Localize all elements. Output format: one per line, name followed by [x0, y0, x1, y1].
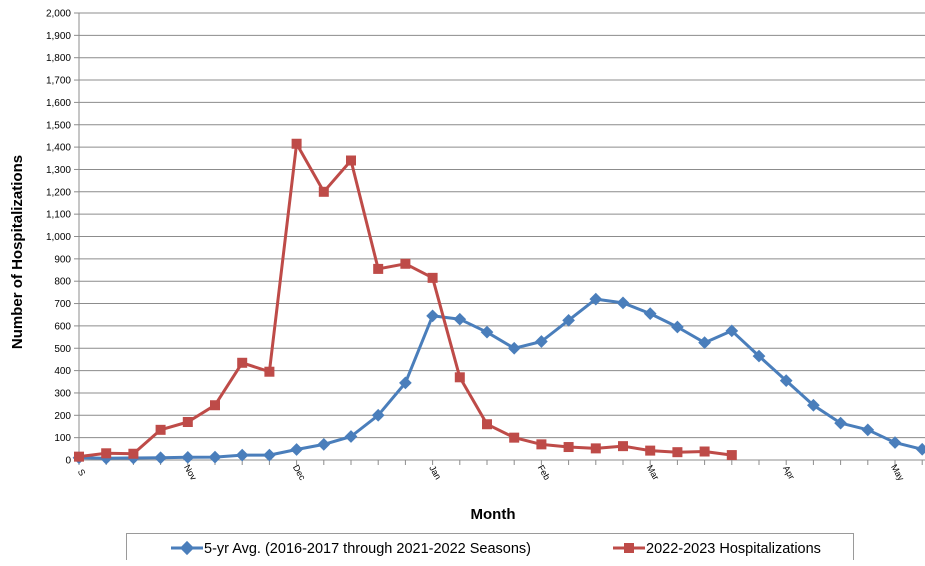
data-point-diamond — [181, 450, 195, 464]
y-tick-label: 300 — [54, 388, 71, 399]
y-tick-label: 0 — [65, 456, 71, 467]
data-point-square — [563, 442, 574, 453]
data-point-square — [346, 155, 356, 166]
y-tick-label: 700 — [54, 299, 71, 310]
legend-label-5yr-avg: 5-yr Avg. (2016-2017 through 2021-2022 S… — [204, 541, 531, 557]
y-tick-label: 800 — [54, 277, 71, 288]
data-point-diamond — [317, 437, 331, 451]
data-point-diamond — [371, 408, 385, 422]
data-point-square — [699, 446, 710, 457]
y-tick-label: 200 — [54, 411, 71, 422]
y-tick-label: 600 — [54, 321, 71, 332]
data-point-diamond — [453, 312, 467, 326]
y-tick-label: 1,100 — [46, 210, 71, 221]
data-point-square — [237, 357, 248, 368]
data-point-square — [182, 417, 193, 428]
y-tick-label: 500 — [54, 344, 71, 355]
y-tick-label: 1,000 — [46, 232, 71, 243]
data-point-square — [264, 366, 275, 377]
y-tick-label: 2,000 — [46, 9, 71, 20]
axes-layer — [74, 12, 925, 465]
data-point-square — [318, 186, 329, 197]
y-tick-label: 100 — [54, 433, 71, 444]
data-point-diamond — [263, 448, 276, 462]
data-point-square — [645, 445, 656, 456]
x-tick-label: Nov — [182, 463, 199, 482]
data-point-diamond — [290, 443, 303, 456]
grid-layer — [79, 12, 925, 439]
y-tick-label: 1,500 — [46, 120, 71, 131]
y-tick-label: 1,700 — [46, 76, 71, 87]
x-tick-label: Dec — [291, 463, 308, 482]
data-point-diamond — [235, 448, 249, 462]
data-point-diamond — [480, 325, 494, 339]
legend-entry-2022-2023: 2022-2023 Hospitalizations — [613, 541, 821, 557]
data-point-diamond — [426, 309, 439, 323]
series-line-0 — [78, 297, 925, 460]
data-point-square — [373, 263, 384, 274]
data-point-diamond — [208, 450, 222, 464]
x-tick-label: May — [889, 463, 906, 483]
series-line-1 — [78, 142, 732, 459]
data-point-diamond — [154, 451, 167, 465]
data-point-square — [427, 272, 438, 283]
data-point-diamond — [915, 442, 925, 456]
x-tick-label: Feb — [536, 463, 552, 481]
data-point-square — [74, 451, 84, 462]
y-tick-label: 1,900 — [46, 31, 71, 42]
data-point-square — [128, 448, 139, 459]
data-point-square — [155, 424, 166, 435]
x-axis-title: Month — [471, 506, 516, 523]
data-point-square — [101, 448, 112, 459]
y-tick-label: 1,400 — [46, 143, 71, 154]
x-tick-label: S — [76, 467, 88, 477]
data-point-square — [482, 419, 492, 430]
y-tick-label: 1,800 — [46, 53, 71, 64]
data-point-diamond — [616, 296, 630, 310]
data-point-diamond — [344, 430, 358, 443]
data-point-square — [618, 441, 628, 452]
y-tick-label: 1,200 — [46, 187, 71, 198]
y-axis-title: Number of Hospitalizations — [9, 155, 26, 349]
data-point-square — [291, 138, 302, 149]
data-point-square — [210, 400, 220, 411]
legend-marker-diamond-icon — [179, 540, 195, 556]
y-tick-label: 1,300 — [46, 165, 71, 176]
y-tick-label: 900 — [54, 254, 71, 265]
data-point-diamond — [643, 307, 657, 320]
data-point-square — [509, 432, 520, 443]
data-point-square — [726, 450, 737, 461]
legend-marker-square-icon — [624, 543, 634, 553]
data-point-square — [536, 439, 547, 450]
data-point-diamond — [671, 320, 684, 334]
data-point-square — [400, 258, 411, 269]
data-point-diamond — [507, 341, 521, 355]
data-point-square — [454, 372, 465, 383]
y-tick-label: 400 — [54, 366, 71, 377]
legend: 5-yr Avg. (2016-2017 through 2021-2022 S… — [126, 533, 854, 560]
legend-entry-5yr-avg: 5-yr Avg. (2016-2017 through 2021-2022 S… — [171, 540, 531, 557]
x-tick-label: Mar — [645, 463, 661, 481]
data-point-diamond — [698, 336, 711, 350]
x-tick-label: Jan — [427, 464, 443, 482]
data-point-square — [672, 447, 683, 458]
data-point-diamond — [861, 423, 875, 437]
data-point-diamond — [399, 376, 412, 390]
series-layer — [72, 138, 925, 465]
data-point-square — [590, 443, 601, 454]
y-tick-label: 1,600 — [46, 98, 71, 109]
legend-label-2022-2023: 2022-2023 Hospitalizations — [646, 541, 821, 557]
x-tick-label: Apr — [781, 464, 797, 481]
